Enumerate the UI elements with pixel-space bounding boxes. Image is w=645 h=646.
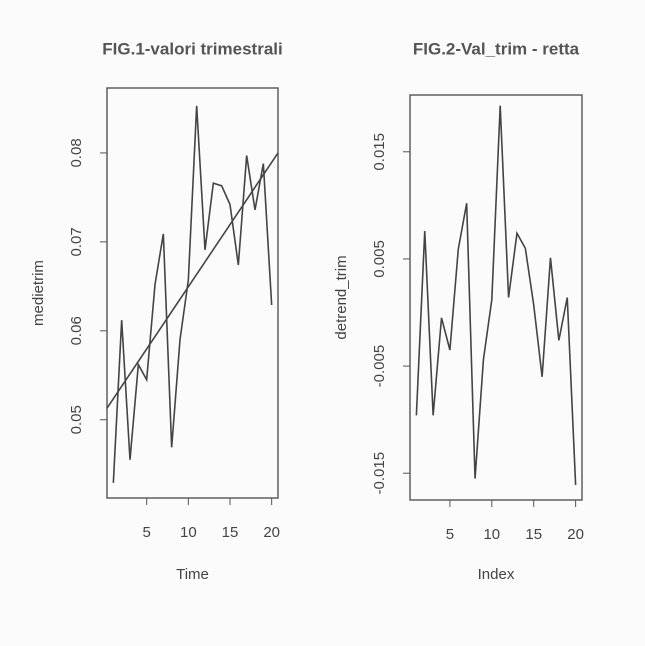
x-axis-label: Index (478, 566, 515, 583)
x-tick-label: 5 (446, 526, 454, 543)
trend-line (106, 152, 279, 409)
data-line (112, 105, 273, 483)
x-tick-label: 15 (525, 526, 542, 543)
chart-title: FIG.2-Val_trim - retta (413, 39, 580, 58)
x-tick-label: 20 (263, 524, 280, 541)
x-tick-label: 15 (222, 524, 239, 541)
x-tick-label: 10 (483, 526, 500, 543)
y-tick-label: -0.015 (371, 452, 388, 495)
data-line (415, 105, 577, 486)
plot-frame (106, 87, 279, 499)
x-tick-label: 10 (180, 524, 197, 541)
y-tick-label: 0.06 (68, 316, 85, 345)
x-axis-label: Time (176, 566, 209, 583)
y-tick-label: 0.005 (371, 240, 388, 278)
x-tick-label: 5 (142, 524, 150, 541)
y-tick-label: 0.05 (68, 405, 85, 434)
y-tick-label: 0.015 (371, 133, 388, 171)
y-tick-label: -0.005 (371, 345, 388, 388)
y-tick-label: 0.08 (68, 138, 85, 167)
y-axis-label: detrend_trim (333, 255, 350, 339)
y-axis-label: medietrim (30, 260, 47, 326)
plot-frame (409, 94, 583, 501)
y-tick-label: 0.07 (68, 227, 85, 256)
chart-title: FIG.1-valori trimestrali (102, 39, 282, 58)
x-tick-label: 20 (567, 526, 584, 543)
